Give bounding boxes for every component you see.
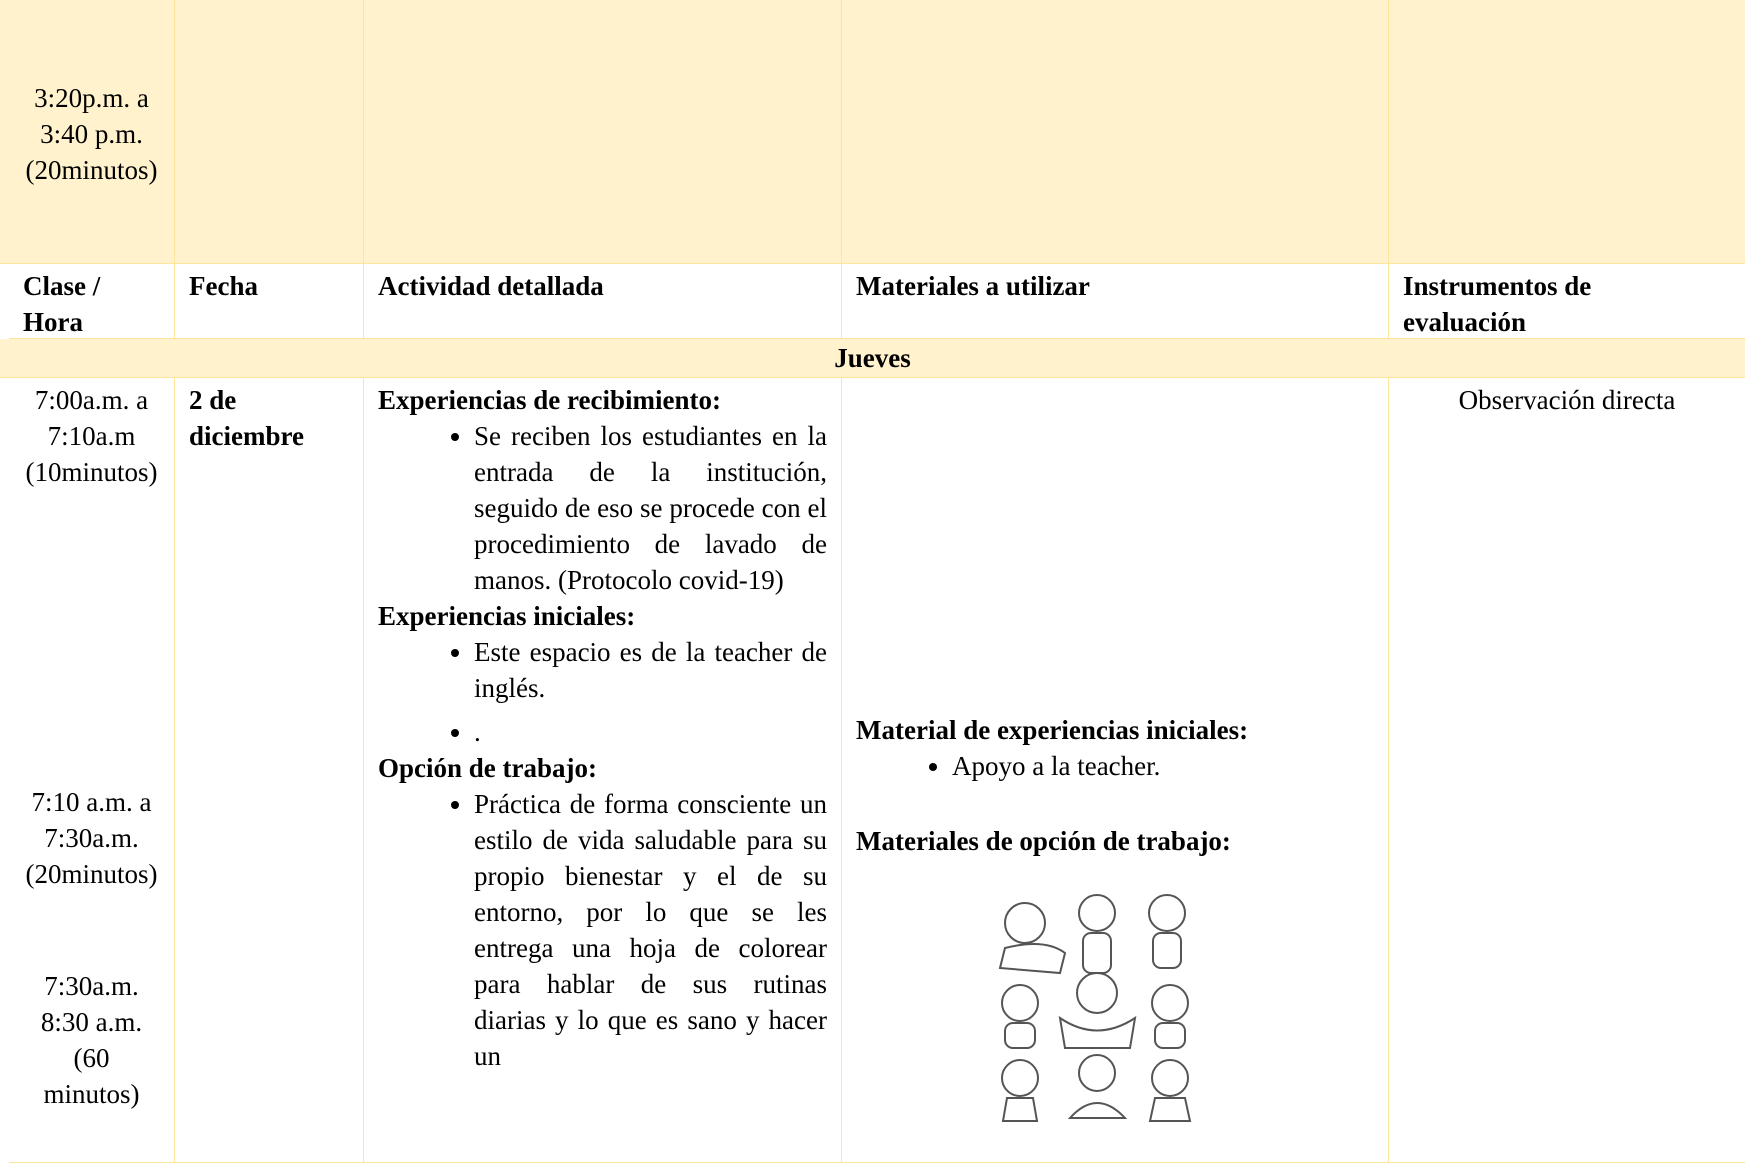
cell — [175, 0, 364, 264]
list-item: Este espacio es de la teacher de inglés. — [474, 634, 827, 706]
header: Materiales a utilizar — [856, 271, 1090, 301]
evaluation-cell: Observación directa — [1389, 378, 1745, 1163]
header: Instrumentos de evaluación — [1403, 271, 1592, 337]
evaluation: Observación directa — [1458, 385, 1676, 415]
materials-cell: Material de experiencias iniciales: Apoy… — [842, 378, 1389, 1163]
list: Apoyo a la teacher. — [856, 748, 1374, 784]
day-row: Jueves — [0, 339, 1745, 378]
list-item: Apoyo a la teacher. — [952, 748, 1374, 784]
time-cell: 7:00a.m. a 7:10a.m (10minutos) 7:10 a.m.… — [9, 378, 175, 1163]
materials-heading: Material de experiencias iniciales: — [856, 715, 1249, 745]
time: 3:20p.m. a 3:40 p.m. (20minutos) — [25, 83, 158, 185]
activity-heading: Experiencias de recibimiento: — [378, 385, 721, 415]
list-item: . — [474, 714, 827, 750]
list-item: Práctica de forma consciente un estilo d… — [474, 786, 827, 1074]
cell — [842, 0, 1389, 264]
date-cell: 2 de diciembre — [175, 378, 364, 1163]
header: Clase / Hora — [23, 271, 101, 337]
header-cell: Instrumentos de evaluación — [1389, 264, 1745, 339]
list: Este espacio es de la teacher de inglés.… — [378, 634, 827, 750]
coloring-sheet-image — [998, 894, 1192, 1122]
list-item: Se reciben los estudiantes en la entrada… — [474, 418, 827, 598]
date: 2 de diciembre — [189, 385, 304, 451]
day: Jueves — [834, 343, 911, 373]
header-cell: Actividad detallada — [364, 264, 842, 339]
activity-heading: Experiencias iniciales: — [378, 601, 636, 631]
time-cell: 3:20p.m. a 3:40 p.m. (20minutos) — [9, 0, 175, 264]
header: Fecha — [189, 271, 258, 301]
materials-heading: Materiales de opción de trabajo: — [856, 826, 1231, 856]
header-cell: Fecha — [175, 264, 364, 339]
header-cell: Materiales a utilizar — [842, 264, 1389, 339]
list: Se reciben los estudiantes en la entrada… — [378, 418, 827, 598]
cell — [364, 0, 842, 264]
time: 7:10 a.m. a 7:30a.m. (20minutos) — [25, 787, 158, 889]
activity-heading: Opción de trabajo: — [378, 753, 597, 783]
list: Práctica de forma consciente un estilo d… — [378, 786, 827, 1074]
header: Actividad detallada — [378, 271, 604, 301]
header-cell: Clase / Hora — [9, 264, 175, 339]
activity-cell: Experiencias de recibimiento: Se reciben… — [364, 378, 842, 1163]
cell — [0, 0, 9, 264]
time: 7:30a.m. 8:30 a.m. (60 minutos) — [40, 971, 143, 1109]
cell — [1389, 0, 1745, 264]
time: 7:00a.m. a 7:10a.m (10minutos) — [25, 385, 158, 487]
